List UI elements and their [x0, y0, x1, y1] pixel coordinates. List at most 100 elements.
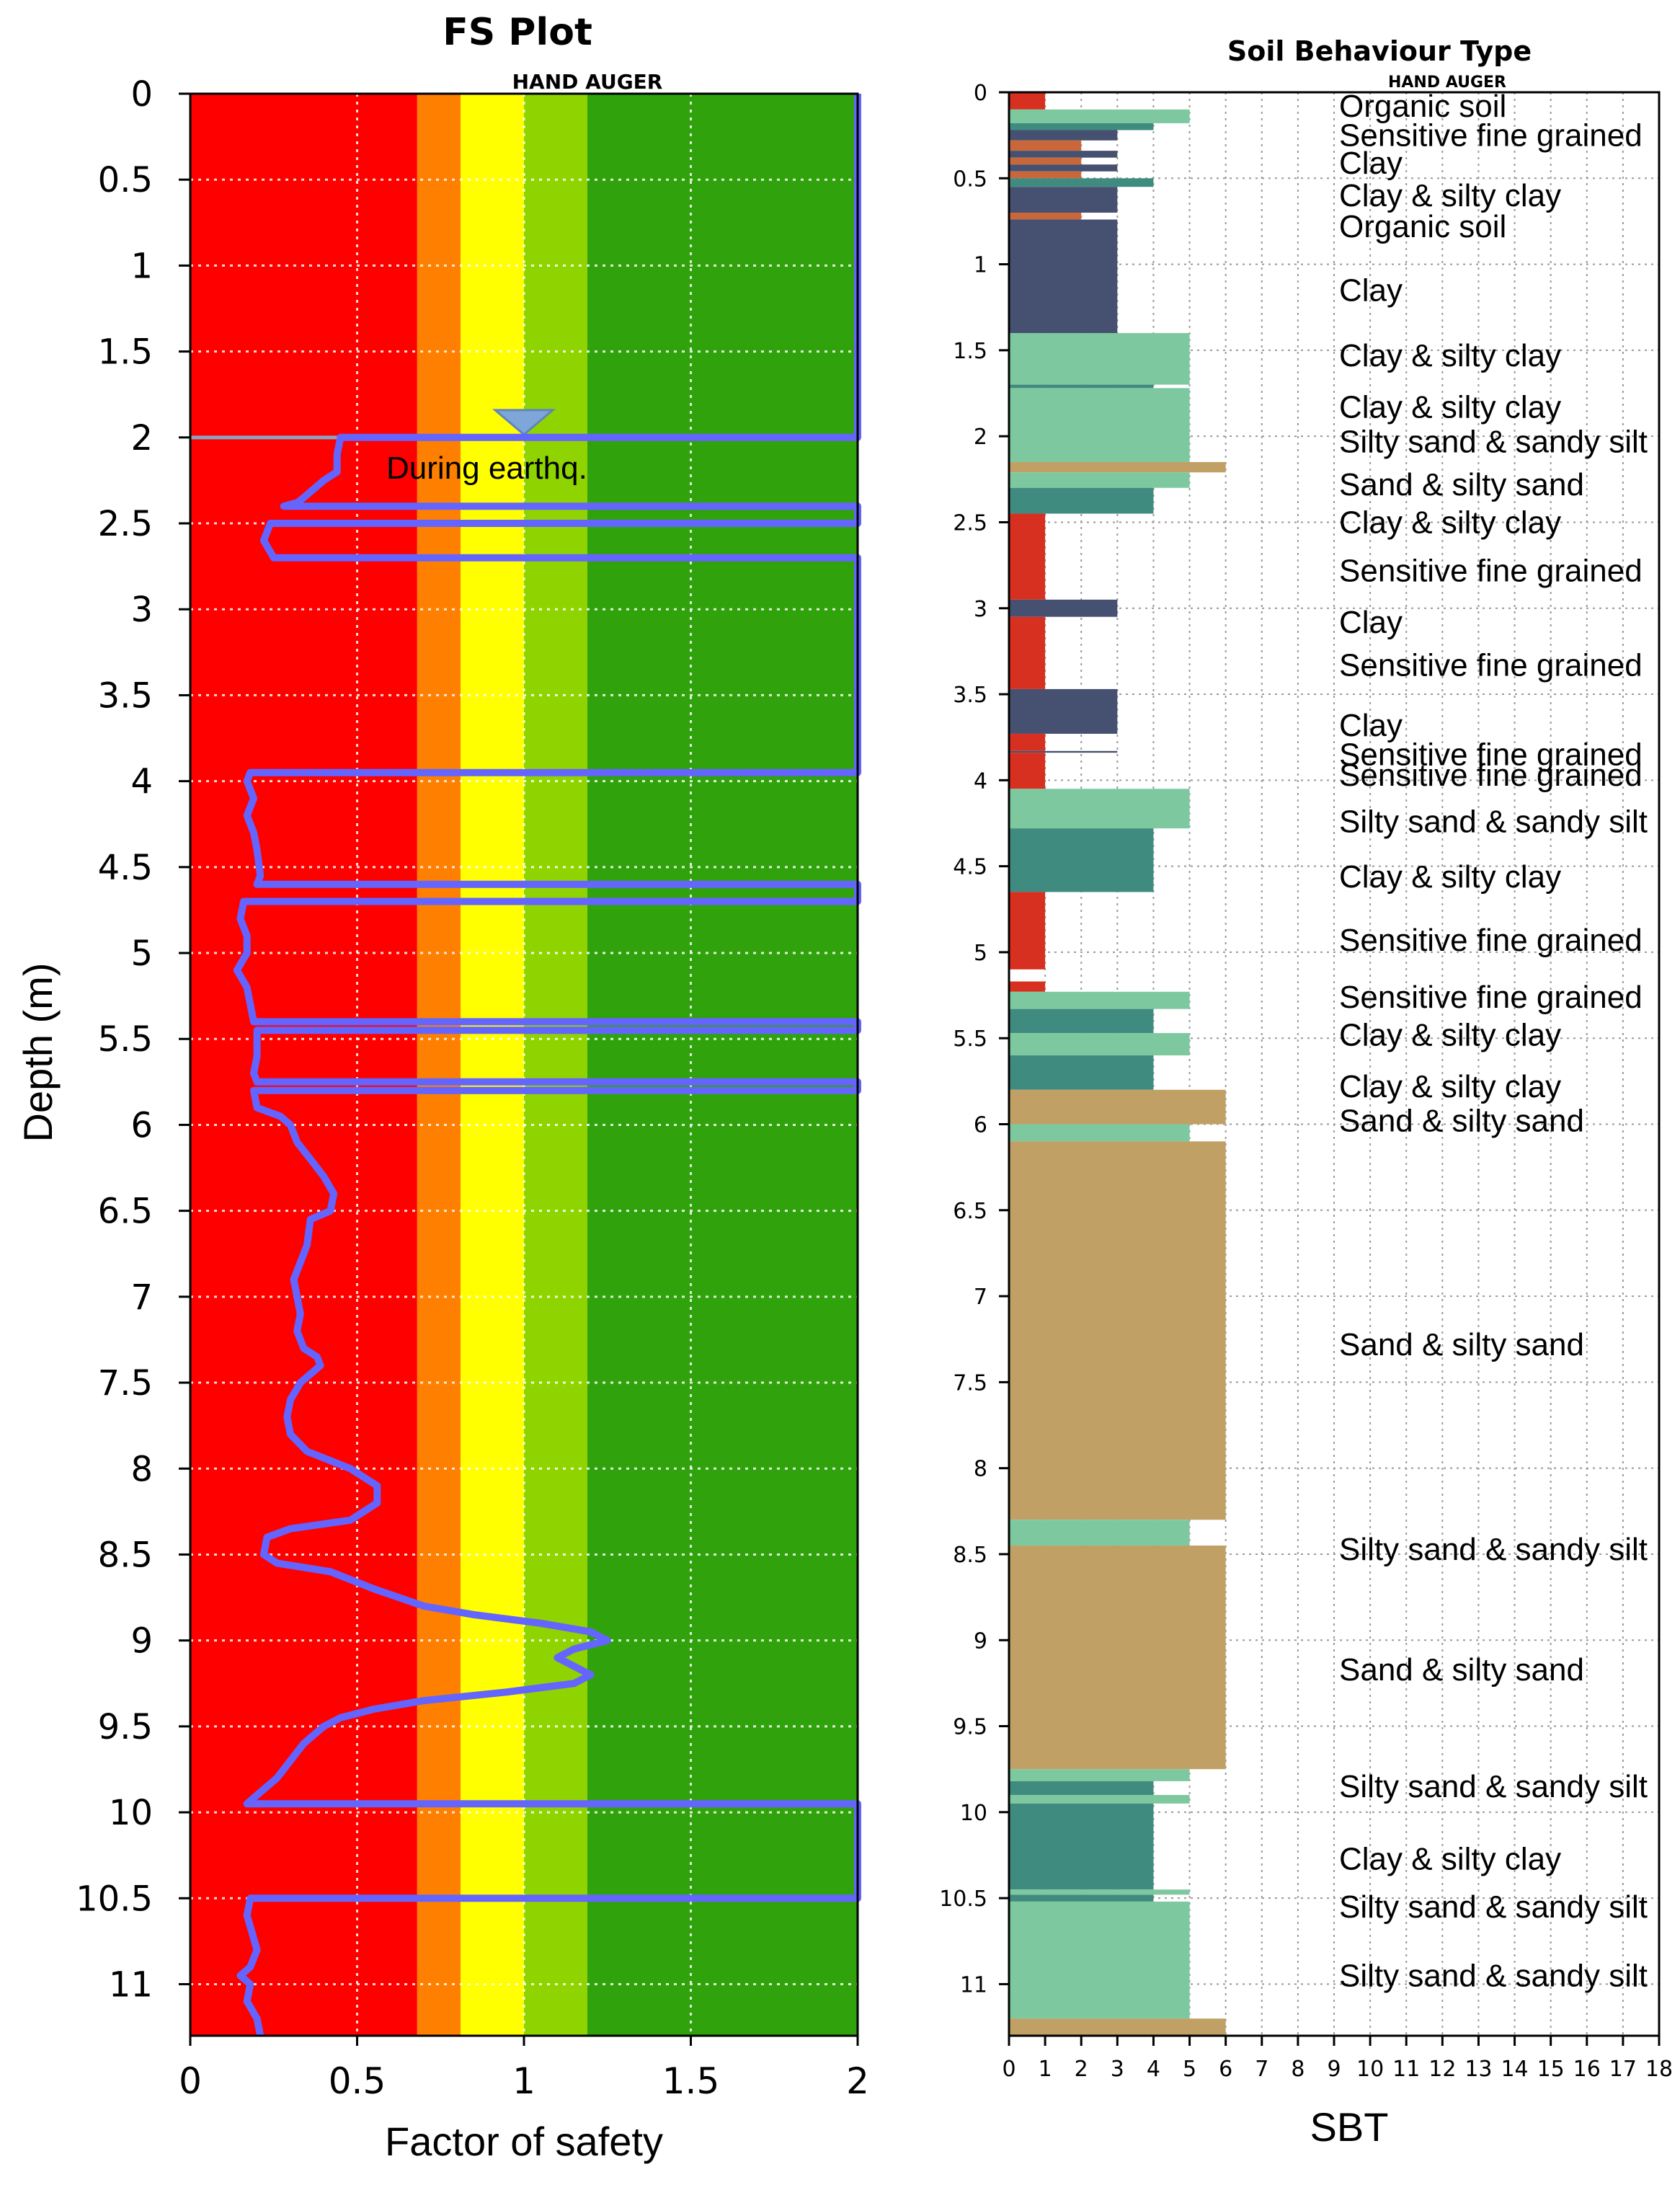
sbt-layer-bar-23: [1009, 733, 1046, 751]
sbt-plot-subtitle: HAND AUGER: [1388, 74, 1506, 92]
fs-x-tick-label-2: 1: [512, 2060, 535, 2102]
sbt-layer-bar-11: [1009, 213, 1082, 220]
fs-x-tick-label-4: 2: [846, 2060, 869, 2102]
sbt-layer-bar-18: [1009, 487, 1154, 514]
fs-y-tick-label-9: 4.5: [98, 848, 153, 888]
sbt-annotation-11: Sensitive fine grained: [1339, 553, 1643, 588]
sbt-layer-bar-10: [1009, 187, 1118, 213]
sbt-annotation-6: Clay & silty clay: [1339, 338, 1561, 373]
sbt-annotation-17: Silty sand & sandy silt: [1339, 804, 1648, 840]
sbt-annotation-7: Clay & silty clay: [1339, 390, 1561, 425]
sbt-x-tick-label-2: 2: [1075, 2057, 1088, 2082]
sbt-x-tick-label-8: 8: [1291, 2057, 1305, 2082]
sbt-y-tick-label-14: 7: [974, 1285, 987, 1310]
sbt-plot-title: Soil Behaviour Type: [1227, 35, 1532, 67]
sbt-layer-bar-44: [1009, 1894, 1154, 1902]
sbt-y-tick-label-0: 0: [974, 81, 987, 106]
sbt-annotation-10: Clay & silty clay: [1339, 505, 1561, 540]
sbt-annotation-18: Clay & silty clay: [1339, 859, 1561, 895]
fs-x-tick-label-3: 1.5: [662, 2060, 720, 2102]
sbt-layer-bar-6: [1009, 157, 1082, 165]
fs-y-tick-label-1: 0.5: [98, 160, 153, 200]
sbt-layer-bar-15: [1009, 388, 1190, 462]
sbt-layer-bar-12: [1009, 219, 1118, 334]
sbt-y-tick-label-15: 7.5: [953, 1370, 987, 1396]
sbt-layer-bar-34: [1009, 1089, 1226, 1125]
fs-y-tick-label-21: 10.5: [76, 1879, 153, 1919]
sbt-annotation-19: Sensitive fine grained: [1339, 923, 1643, 958]
sbt-annotation-20: Sensitive fine grained: [1339, 980, 1643, 1015]
fs-y-tick-label-15: 7.5: [98, 1363, 153, 1404]
sbt-layer-bar-20: [1009, 599, 1118, 617]
sbt-layer-bar-43: [1009, 1889, 1190, 1895]
fs-band-4: [587, 94, 858, 2036]
sbt-annotation-8: Silty sand & sandy silt: [1339, 424, 1648, 459]
sbt-annotation-5: Clay: [1339, 272, 1403, 308]
sbt-layer-bar-5: [1009, 151, 1118, 158]
sbt-layer-bar-36: [1009, 1141, 1226, 1520]
sbt-annotation-29: Silty sand & sandy silt: [1339, 1889, 1648, 1925]
sbt-annotation-9: Sand & silty sand: [1339, 467, 1584, 502]
sbt-annotation-12: Clay: [1339, 605, 1403, 640]
fs-y-tick-label-12: 6: [130, 1105, 153, 1145]
sbt-y-tick-label-3: 1.5: [953, 339, 987, 364]
sbt-annotation-22: Clay & silty clay: [1339, 1069, 1561, 1104]
sbt-y-tick-label-17: 8.5: [953, 1543, 987, 1568]
sbt-x-tick-label-10: 10: [1356, 2057, 1384, 2082]
sbt-y-tick-label-16: 8: [974, 1457, 987, 1482]
water-table-triangle-icon: [492, 409, 556, 436]
sbt-y-tick-label-12: 6: [974, 1113, 987, 1138]
sbt-layer-bar-17: [1009, 472, 1190, 488]
sbt-x-tick-label-15: 15: [1537, 2057, 1565, 2082]
sbt-annotation-26: Sand & silty sand: [1339, 1652, 1584, 1688]
sbt-x-tick-label-3: 3: [1111, 2057, 1124, 2082]
sbt-x-tick-label-17: 17: [1609, 2057, 1637, 2082]
sbt-layer-bar-8: [1009, 171, 1082, 179]
sbt-layer-bar-38: [1009, 1546, 1226, 1770]
sbt-layer-bar-40: [1009, 1781, 1154, 1795]
sbt-x-tick-label-16: 16: [1573, 2057, 1601, 2082]
sbt-layer-bar-46: [1009, 2018, 1226, 2036]
sbt-layer-bar-4: [1009, 140, 1082, 151]
sbt-annotation-30: Silty sand & sandy silt: [1339, 1958, 1648, 1993]
fs-y-tick-label-5: 2.5: [98, 504, 153, 544]
sbt-layer-bar-39: [1009, 1769, 1190, 1781]
sbt-annotation-13: Sensitive fine grained: [1339, 647, 1643, 683]
sbt-y-tick-label-9: 4.5: [953, 855, 987, 880]
sbt-layer-bar-27: [1009, 828, 1154, 892]
sbt-layer-bar-9: [1009, 178, 1154, 187]
sbt-layer-bar-45: [1009, 1901, 1190, 2019]
fs-y-tick-label-13: 6.5: [98, 1192, 153, 1232]
sbt-annotation-21: Clay & silty clay: [1339, 1017, 1561, 1052]
fs-series-line: [233, 94, 861, 2036]
sbt-y-axis-ticks: 0 0.5 1 1.5 2 2.5 3 3.5 4 4.5 5 5.5 6 6.5 7 7.5 8 8.5 9 9.5…: [939, 81, 1009, 1998]
sbt-y-tick-label-2: 1: [974, 253, 987, 278]
fs-y-tick-label-8: 4: [130, 762, 153, 802]
sbt-layer-bar-32: [1009, 1033, 1190, 1056]
sbt-x-tick-label-13: 13: [1465, 2057, 1492, 2082]
fs-y-axis-ticks: 0 0.5 1 1.5 2 2.5 3 3.5 4 4.5 5 5.5 6 6.5 7 7.5 8 8.5 9 9.5…: [76, 74, 190, 2005]
fs-band-2: [461, 94, 524, 2036]
sbt-annotation-14: Clay: [1339, 708, 1403, 743]
fs-x-axis-label: Factor of safety: [385, 2119, 663, 2164]
sbt-y-tick-label-5: 2.5: [953, 510, 987, 536]
sbt-annotation-28: Clay & silty clay: [1339, 1841, 1561, 1876]
fs-y-tick-label-7: 3.5: [98, 675, 153, 716]
sbt-layer-bar-37: [1009, 1520, 1190, 1546]
fs-y-tick-label-22: 11: [109, 1964, 153, 2005]
sbt-layer-bar-42: [1009, 1803, 1154, 1890]
fs-y-tick-label-18: 9: [130, 1621, 153, 1662]
sbt-x-tick-label-1: 1: [1039, 2057, 1052, 2082]
sbt-y-tick-label-6: 3: [974, 597, 987, 622]
sbt-x-axis-ticks: 0 1 2 3 4 5 6 7 8 9 10 11 12 13 14 15 16 17 18: [1002, 2036, 1673, 2082]
sbt-annotation-15: Sensitive fine grained: [1339, 737, 1643, 773]
sbt-layer-bar-28: [1009, 892, 1046, 970]
sbt-layer-bar-25: [1009, 753, 1046, 789]
sbt-layer-bar-33: [1009, 1055, 1154, 1090]
sbt-x-tick-label-18: 18: [1645, 2057, 1673, 2082]
sbt-x-tick-label-5: 5: [1183, 2057, 1196, 2082]
sbt-annotation-3: Clay & silty clay: [1339, 178, 1561, 213]
fs-y-tick-label-17: 8.5: [98, 1535, 153, 1575]
sbt-layer-bar-22: [1009, 688, 1118, 734]
sbt-layer-bar-24: [1009, 750, 1118, 753]
